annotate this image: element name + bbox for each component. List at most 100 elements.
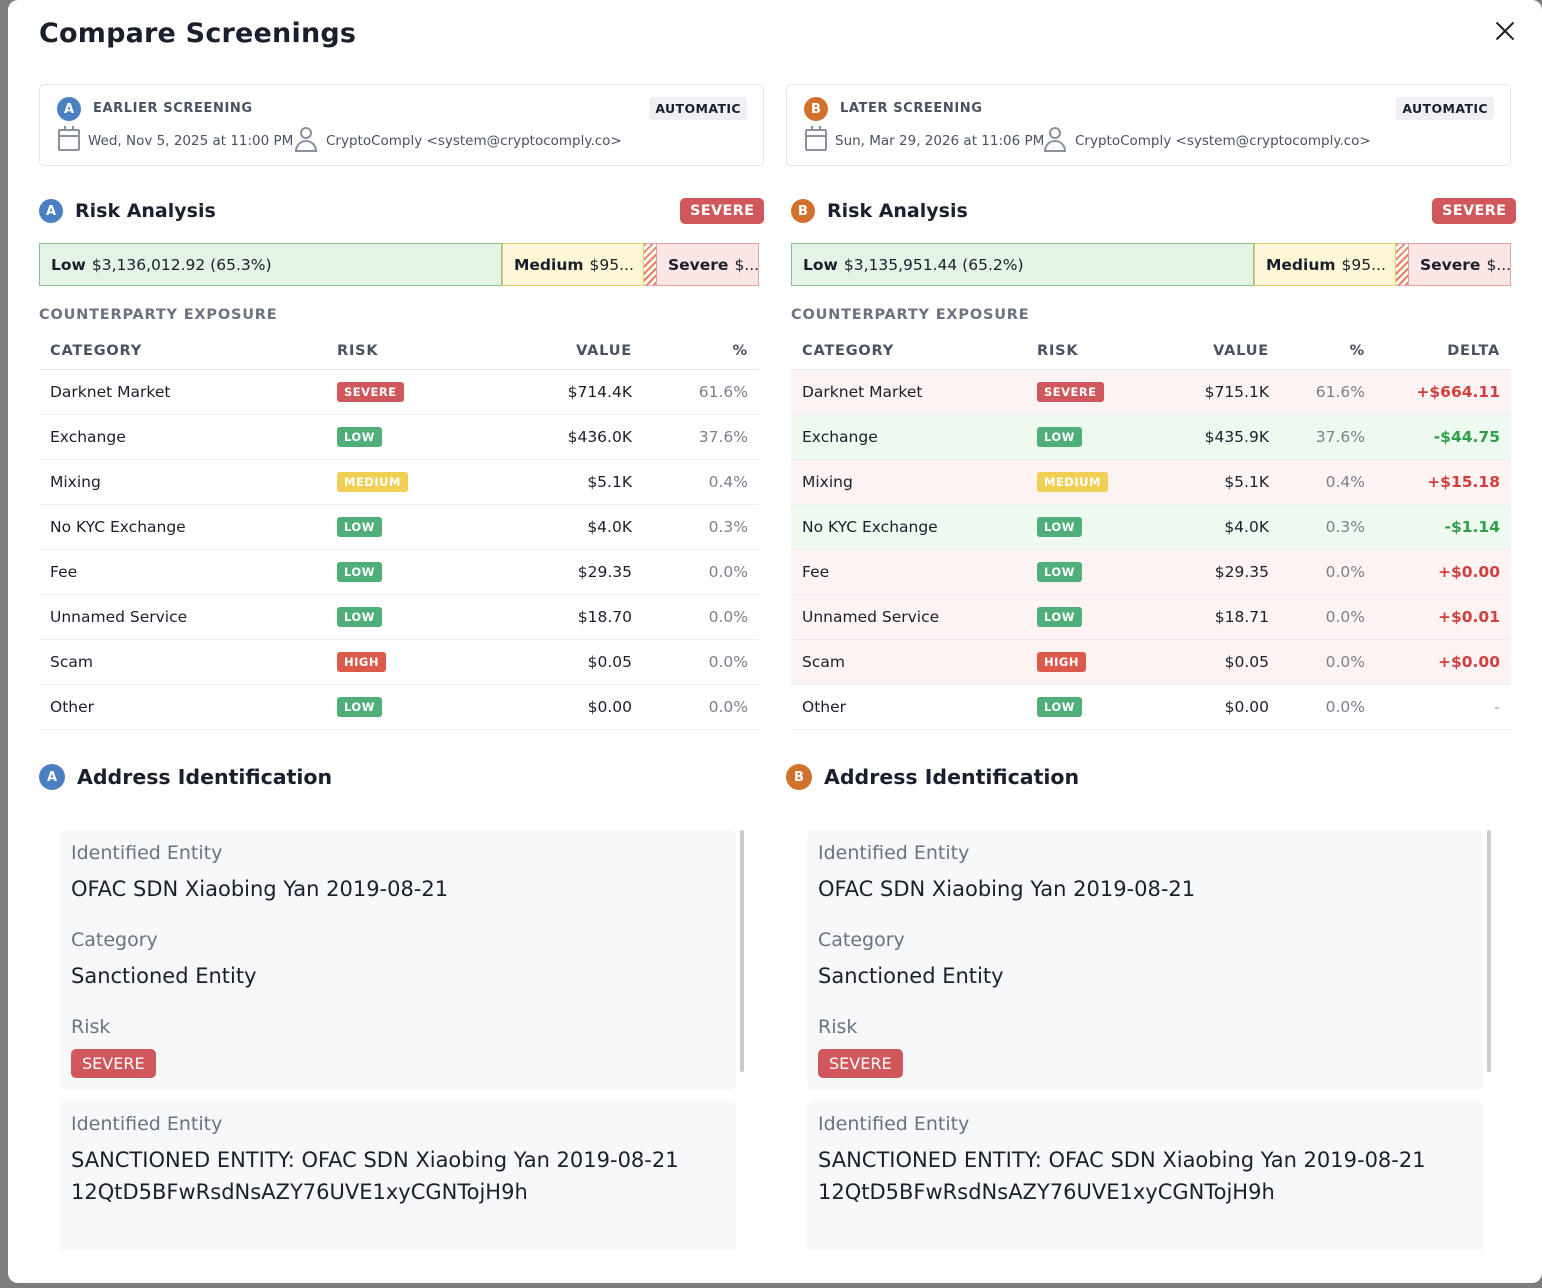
- user-icon: [1043, 127, 1067, 153]
- table-row[interactable]: Darknet Market SEVERE $714.4K 61.6%: [39, 369, 759, 415]
- risk-bar-b-severe[interactable]: Severe $...: [1408, 243, 1511, 286]
- category-cell: Scam: [39, 639, 326, 685]
- value-cell: $0.05: [456, 639, 643, 685]
- table-row[interactable]: Unnamed Service LOW $18.70 0.0%: [39, 594, 759, 640]
- category-cell: Mixing: [39, 459, 326, 505]
- value-cell: $5.1K: [1141, 459, 1280, 505]
- column-header-pct[interactable]: %: [643, 334, 759, 370]
- risk-badge: MEDIUM: [337, 471, 408, 492]
- section-a-badge: A: [39, 199, 63, 223]
- close-icon[interactable]: [1494, 20, 1516, 42]
- address-b-title: Address Identification: [824, 765, 1080, 789]
- risk-badge: SEVERE: [1037, 381, 1104, 402]
- value-cell: $715.1K: [1141, 369, 1280, 415]
- screening-a-user: CryptoComply <system@cryptocomply.co>: [326, 133, 622, 149]
- field-label: Identified Entity: [71, 842, 223, 864]
- table-row[interactable]: Other LOW $0.00 0.0%: [39, 684, 759, 730]
- category-cell: Other: [39, 684, 326, 730]
- table-row[interactable]: Fee LOW $29.35 0.0%: [39, 549, 759, 595]
- address-a-header: A Address Identification: [39, 764, 332, 790]
- delta-cell: +$0.00: [1376, 549, 1511, 595]
- field-label: Risk: [818, 1016, 858, 1038]
- risk-bar-a-high[interactable]: [644, 243, 656, 286]
- risk-cell: HIGH: [326, 639, 456, 685]
- address-list-a[interactable]: Identified Entity OFAC SDN Xiaobing Yan …: [60, 830, 744, 1250]
- delta-cell: -: [1376, 684, 1511, 730]
- table-row[interactable]: No KYC Exchange LOW $4.0K 0.3%: [39, 504, 759, 550]
- value-cell: $436.0K: [456, 414, 643, 460]
- risk-badge: LOW: [337, 561, 382, 582]
- table-row[interactable]: Unnamed Service LOW $18.71 0.0% +$0.01: [791, 594, 1511, 640]
- scrollbar[interactable]: [740, 830, 744, 1072]
- value-cell: $0.05: [1141, 639, 1280, 685]
- screening-a-label: EARLIER SCREENING: [93, 101, 253, 116]
- screening-a-date: Wed, Nov 5, 2025 at 11:00 PM: [88, 133, 294, 149]
- risk-badge: HIGH: [337, 651, 386, 672]
- risk-badge: LOW: [1037, 426, 1082, 447]
- identified-entity-value: SANCTIONED ENTITY: OFAC SDN Xiaobing Yan…: [71, 1148, 679, 1204]
- risk-bar-b-medium[interactable]: Medium $95...: [1254, 243, 1396, 286]
- column-header-value[interactable]: VALUE: [456, 334, 643, 370]
- table-row[interactable]: Mixing MEDIUM $5.1K 0.4%: [39, 459, 759, 505]
- section-b-badge: B: [786, 764, 812, 790]
- identified-entity-value: OFAC SDN Xiaobing Yan 2019-08-21: [818, 877, 1196, 901]
- category-cell: Other: [791, 684, 1026, 730]
- risk-a-level-badge: SEVERE: [680, 198, 765, 224]
- pct-cell: 37.6%: [1280, 414, 1376, 460]
- scrollbar[interactable]: [1487, 830, 1491, 1072]
- risk-cell: SEVERE: [326, 369, 456, 415]
- delta-cell: +$15.18: [1376, 459, 1511, 505]
- column-header-risk[interactable]: RISK: [326, 334, 456, 370]
- column-header-delta[interactable]: DELTA: [1376, 334, 1511, 370]
- column-header-value[interactable]: VALUE: [1141, 334, 1280, 370]
- pct-cell: 0.0%: [1280, 549, 1376, 595]
- risk-bar-b-low[interactable]: Low $3,135,951.44 (65.2%): [791, 243, 1254, 286]
- delta-cell: +$664.11: [1376, 369, 1511, 415]
- identified-entity-value: OFAC SDN Xiaobing Yan 2019-08-21: [71, 877, 449, 901]
- address-a-title: Address Identification: [77, 765, 333, 789]
- column-header-risk[interactable]: RISK: [1026, 334, 1141, 370]
- screening-b-badge: B: [804, 97, 828, 121]
- screening-b-mode-badge: AUTOMATIC: [1396, 97, 1494, 120]
- risk-cell: LOW: [1026, 414, 1141, 460]
- column-header-category[interactable]: CATEGORY: [791, 334, 1026, 370]
- risk-badge: SEVERE: [71, 1049, 156, 1078]
- risk-bar-a-severe[interactable]: Severe $...: [656, 243, 759, 286]
- risk-bar-a-low[interactable]: Low $3,136,012.92 (65.3%): [39, 243, 502, 286]
- table-header-row: CATEGORY RISK VALUE % DELTA: [791, 334, 1511, 370]
- risk-cell: LOW: [1026, 549, 1141, 595]
- category-cell: Scam: [791, 639, 1026, 685]
- column-header-pct[interactable]: %: [1280, 334, 1376, 370]
- table-row[interactable]: Scam HIGH $0.05 0.0% +$0.00: [791, 639, 1511, 685]
- table-row[interactable]: Scam HIGH $0.05 0.0%: [39, 639, 759, 685]
- column-header-category[interactable]: CATEGORY: [39, 334, 326, 370]
- pct-cell: 0.0%: [1280, 594, 1376, 640]
- risk-bar-b-high[interactable]: [1396, 243, 1408, 286]
- table-row[interactable]: No KYC Exchange LOW $4.0K 0.3% -$1.14: [791, 504, 1511, 550]
- risk-cell: LOW: [326, 549, 456, 595]
- field-label: Category: [71, 929, 158, 951]
- table-row[interactable]: Exchange LOW $436.0K 37.6%: [39, 414, 759, 460]
- table-row[interactable]: Other LOW $0.00 0.0% -: [791, 684, 1511, 730]
- risk-b-level-badge: SEVERE: [1432, 198, 1517, 224]
- field-label: Category: [818, 929, 905, 951]
- value-cell: $714.4K: [456, 369, 643, 415]
- risk-bar-a-medium[interactable]: Medium $95...: [502, 243, 644, 286]
- category-cell: Exchange: [791, 414, 1026, 460]
- address-card: Identified Entity OFAC SDN Xiaobing Yan …: [60, 830, 736, 1090]
- address-list-b[interactable]: Identified Entity OFAC SDN Xiaobing Yan …: [807, 830, 1491, 1250]
- pct-cell: 61.6%: [643, 369, 759, 415]
- table-row[interactable]: Mixing MEDIUM $5.1K 0.4% +$15.18: [791, 459, 1511, 505]
- table-row[interactable]: Exchange LOW $435.9K 37.6% -$44.75: [791, 414, 1511, 460]
- calendar-icon: [805, 126, 827, 151]
- value-cell: $435.9K: [1141, 414, 1280, 460]
- field-label: Identified Entity: [71, 1113, 223, 1135]
- exposure-b-title: COUNTERPARTY EXPOSURE: [791, 307, 1030, 323]
- category-cell: Unnamed Service: [39, 594, 326, 640]
- category-cell: Fee: [39, 549, 326, 595]
- table-row[interactable]: Fee LOW $29.35 0.0% +$0.00: [791, 549, 1511, 595]
- value-cell: $0.00: [456, 684, 643, 730]
- value-cell: $18.70: [456, 594, 643, 640]
- address-card: Identified Entity OFAC SDN Xiaobing Yan …: [807, 830, 1483, 1090]
- table-row[interactable]: Darknet Market SEVERE $715.1K 61.6% +$664.11: [791, 369, 1511, 415]
